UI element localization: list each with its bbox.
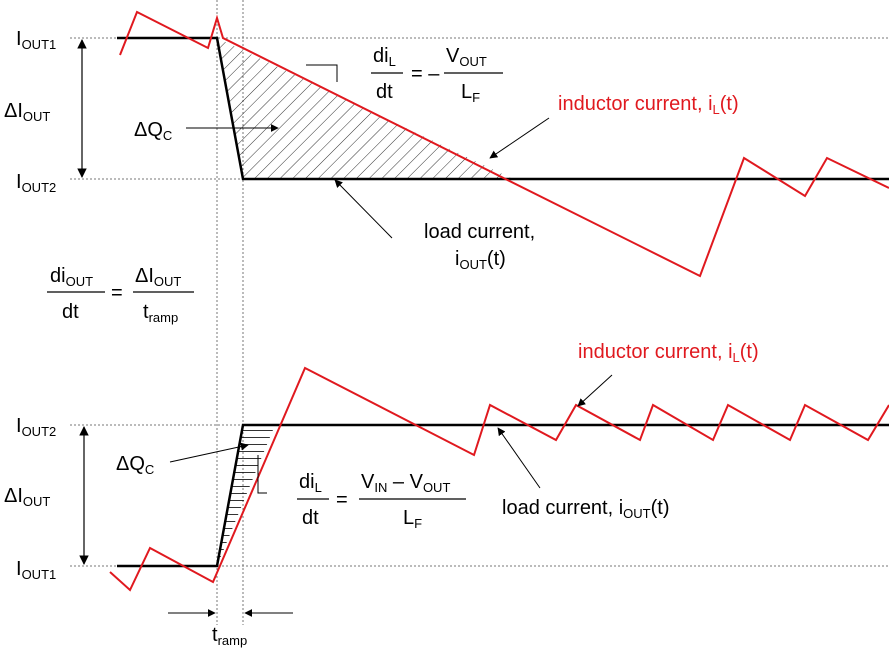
top-delta-iout-label: ΔIOUT xyxy=(4,100,50,124)
bottom-inductor-pointer xyxy=(577,374,613,407)
svg-text:LF: LF xyxy=(403,507,422,531)
top-load-current-label-line1: load current, xyxy=(424,221,535,243)
svg-text:dt: dt xyxy=(62,301,79,323)
top-load-pointer xyxy=(334,179,393,239)
top-slope-triangle xyxy=(306,64,338,82)
svg-text:tramp: tramp xyxy=(143,301,178,325)
top-load-current-label-line2: iOUT(t) xyxy=(455,248,506,272)
svg-text:VOUT: VOUT xyxy=(446,45,487,69)
top-iout2-label: IOUT2 xyxy=(16,171,56,195)
bottom-load-current-line xyxy=(117,423,889,568)
bottom-iout2-label: IOUT2 xyxy=(16,415,56,439)
svg-text:diL: diL xyxy=(299,471,322,495)
svg-text:diL: diL xyxy=(373,45,396,69)
bottom-load-current-label: load current, iOUT(t) xyxy=(502,497,670,521)
svg-text:diOUT: diOUT xyxy=(50,265,93,289)
bottom-load-pointer xyxy=(497,427,541,489)
svg-text:dt: dt xyxy=(302,507,319,529)
bottom-delta-iout-label: ΔIOUT xyxy=(4,485,50,509)
svg-text:=: = xyxy=(336,489,348,511)
bottom-inductor-current-label: inductor current, iL(t) xyxy=(578,341,759,365)
svg-text:LF: LF xyxy=(461,81,480,105)
tramp-label: tramp xyxy=(212,624,247,648)
svg-text:= –: = – xyxy=(411,63,440,85)
bottom-slope-formula: diL dt = VIN – VOUT LF xyxy=(297,471,466,531)
svg-text:VIN – VOUT: VIN – VOUT xyxy=(361,471,450,495)
bottom-delta-qc-pointer xyxy=(169,442,249,463)
top-inductor-current-line xyxy=(119,10,889,278)
svg-text:ΔIOUT: ΔIOUT xyxy=(135,265,181,289)
top-inductor-current-label: inductor current, iL(t) xyxy=(558,93,739,117)
svg-text:dt: dt xyxy=(376,81,393,103)
top-delta-qc-label: ΔQC xyxy=(134,119,172,143)
top-inductor-pointer xyxy=(489,117,550,159)
svg-text:=: = xyxy=(111,282,123,304)
top-iout1-label: IOUT1 xyxy=(16,28,56,52)
bottom-delta-qc-label: ΔQC xyxy=(116,453,154,477)
bottom-delta-qc-region xyxy=(217,425,275,566)
top-slope-formula: diL dt = – VOUT LF xyxy=(371,45,503,105)
bottom-inductor-current-line xyxy=(109,366,889,592)
bottom-iout1-label: IOUT1 xyxy=(16,558,56,582)
top-load-current-line xyxy=(117,36,889,181)
bottom-slope-triangle xyxy=(257,455,267,494)
middle-ramp-formula: diOUT dt = ΔIOUT tramp xyxy=(47,265,194,325)
